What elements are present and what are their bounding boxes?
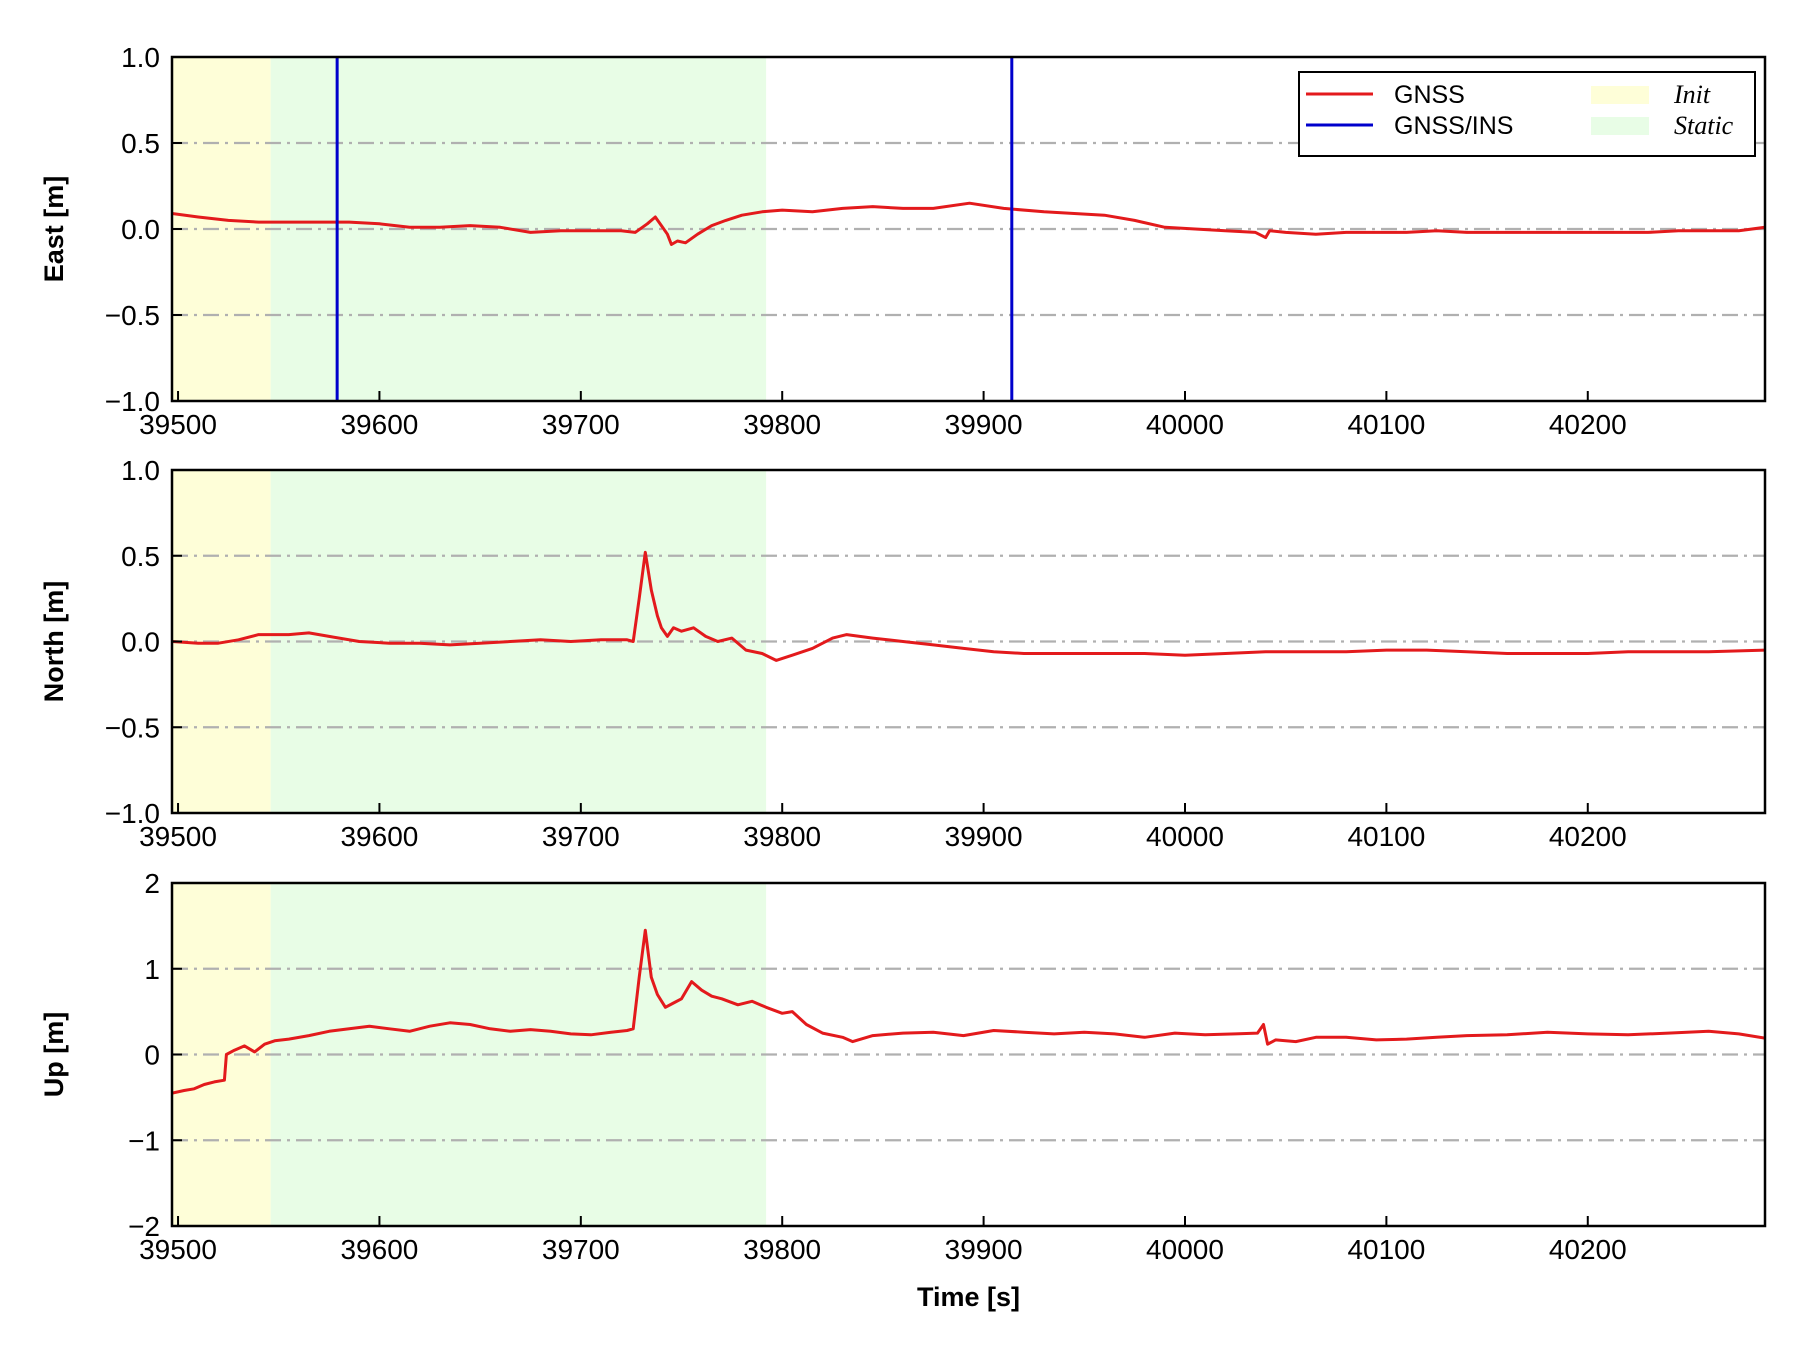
x-tick-label: 39900	[945, 409, 1023, 440]
y-tick-label: 2	[144, 868, 160, 899]
up-panel: 39500 39600 39700 39800 39900 40000 40100 40200…	[39, 868, 1767, 1312]
x-axis-label: Time [s]	[917, 1282, 1020, 1312]
x-tick-label: 39500	[139, 409, 217, 440]
x-tick-label: 40000	[1146, 821, 1224, 852]
x-tick-label: 40100	[1347, 409, 1425, 440]
x-tick-label: 40000	[1146, 409, 1224, 440]
y-tick-label: −1	[128, 1125, 160, 1156]
east-panel: 39500 39600 39700 39800 39900 40000 40100 40200…	[39, 42, 1767, 440]
legend-swatch-init	[1591, 86, 1649, 104]
x-tick-label: 40200	[1549, 409, 1627, 440]
y-axis-label: North [m]	[39, 581, 69, 702]
x-tick-label: 39800	[743, 409, 821, 440]
y-tick-label: 1.0	[121, 42, 160, 73]
y-tick-label: 1	[144, 954, 160, 985]
y-tick-label: 0.5	[121, 128, 160, 159]
x-tick-label: 39900	[945, 821, 1023, 852]
x-tick-label: 40100	[1347, 821, 1425, 852]
x-tick-label: 39600	[340, 1234, 418, 1265]
y-tick-label: −0.5	[105, 712, 160, 743]
y-tick-label: 0	[144, 1040, 160, 1071]
x-tick-label: 39800	[743, 1234, 821, 1265]
x-tick-label: 39900	[945, 1234, 1023, 1265]
y-tick-label: 1.0	[121, 455, 160, 486]
y-tick-label: −1.0	[105, 798, 160, 829]
y-tick-label: 0.5	[121, 541, 160, 572]
x-tick-label: 39700	[542, 821, 620, 852]
x-tick-label: 40000	[1146, 1234, 1224, 1265]
shaded-region-init	[172, 883, 271, 1226]
x-tick-label: 39500	[139, 1234, 217, 1265]
x-tick-label: 40100	[1347, 1234, 1425, 1265]
x-tick-label: 39600	[340, 409, 418, 440]
x-tick-label: 39600	[340, 821, 418, 852]
legend-box	[1298, 71, 1756, 157]
legend-label: GNSS	[1394, 81, 1465, 109]
series-line-gnss	[172, 201, 1765, 246]
legend-label: Init	[1673, 80, 1711, 109]
x-tick-label: 39700	[542, 1234, 620, 1265]
north-panel: 39500 39600 39700 39800 39900 40000 40100 40200…	[39, 455, 1767, 852]
y-axis-label: Up [m]	[39, 1012, 69, 1097]
y-axis-label: East [m]	[39, 176, 69, 283]
y-tick-label: −1.0	[105, 386, 160, 417]
legend-label: GNSS/INS	[1394, 112, 1513, 140]
y-tick-label: −2	[128, 1211, 160, 1242]
legend-label: Static	[1674, 111, 1734, 140]
x-tick-label: 40200	[1549, 1234, 1627, 1265]
x-tick-label: 39700	[542, 409, 620, 440]
y-tick-label: −0.5	[105, 300, 160, 331]
shaded-region-init	[172, 57, 271, 401]
y-tick-label: 0.0	[121, 214, 160, 245]
x-tick-label: 40200	[1549, 821, 1627, 852]
series-line-gnss	[172, 928, 1765, 1095]
legend-swatch-static	[1591, 117, 1649, 135]
x-tick-label: 39500	[139, 821, 217, 852]
x-tick-label: 39800	[743, 821, 821, 852]
y-tick-label: 0.0	[121, 627, 160, 658]
series-line-gnss	[172, 550, 1765, 662]
